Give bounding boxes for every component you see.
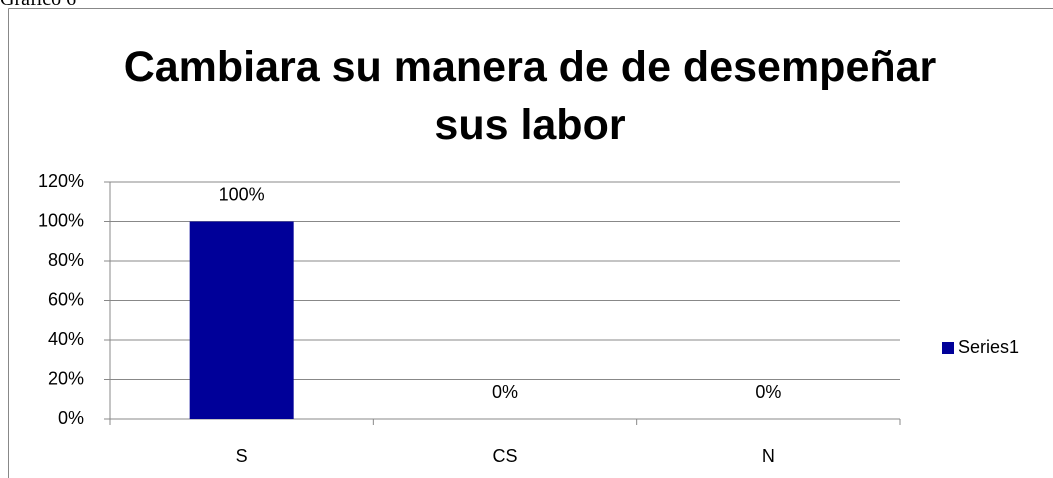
y-tick-label: 100% bbox=[38, 210, 84, 230]
y-tick-label: 40% bbox=[48, 329, 84, 349]
chart-title: Cambiara su manera de de desempeñar sus … bbox=[123, 43, 937, 149]
data-label: 100% bbox=[219, 184, 265, 204]
y-tick-label: 20% bbox=[48, 368, 84, 388]
caption: Gráfico 6 bbox=[0, 0, 76, 11]
y-tick-label: 0% bbox=[58, 408, 84, 428]
x-tick-label: S bbox=[236, 446, 248, 466]
legend-label: Series1 bbox=[958, 337, 1019, 357]
y-tick-label: 80% bbox=[48, 250, 84, 270]
data-label: 0% bbox=[492, 382, 518, 402]
x-tick-label: CS bbox=[492, 446, 517, 466]
data-label: 0% bbox=[755, 382, 781, 402]
bar bbox=[189, 221, 294, 419]
legend-swatch bbox=[942, 342, 954, 354]
x-tick-label: N bbox=[762, 446, 775, 466]
y-tick-label: 120% bbox=[38, 171, 84, 191]
y-tick-label: 60% bbox=[48, 289, 84, 309]
